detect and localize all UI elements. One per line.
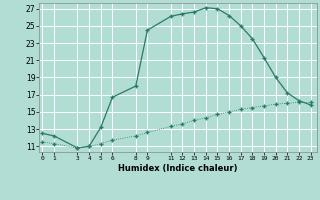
X-axis label: Humidex (Indice chaleur): Humidex (Indice chaleur) bbox=[118, 164, 237, 173]
